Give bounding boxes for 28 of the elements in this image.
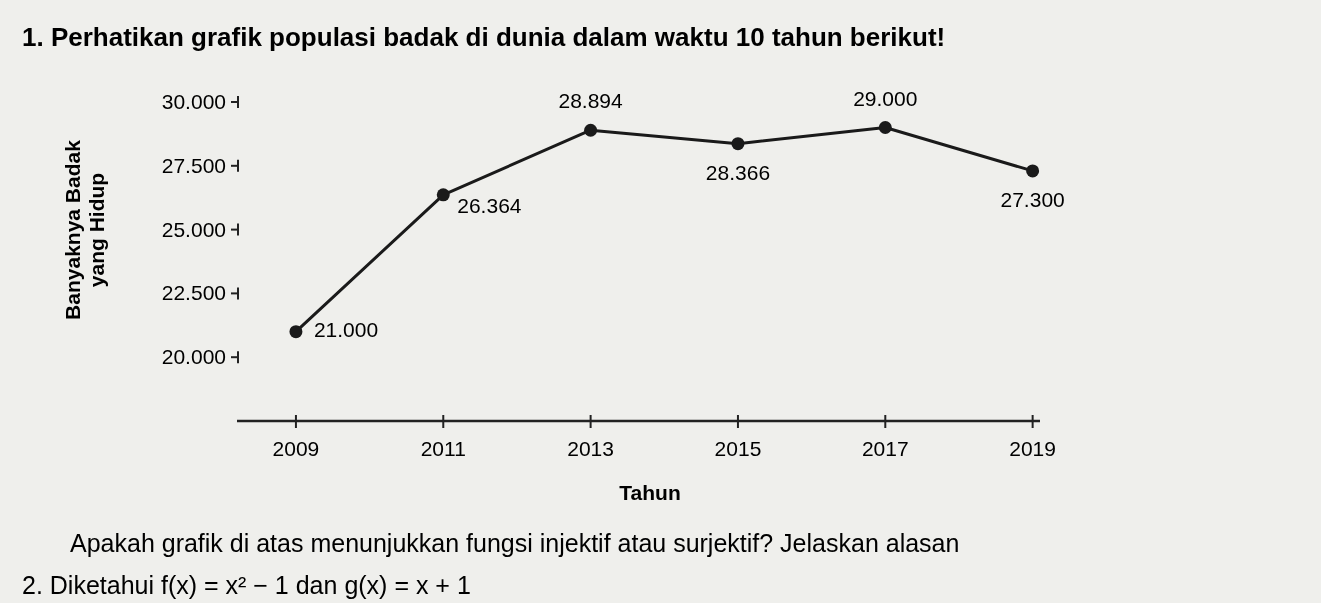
data-label: 21.000 [313, 317, 379, 341]
text: 2. Diketahui f(x) = x² − 1 dan g(x) = x + 1 [22, 571, 471, 599]
x-tick-label: 2009 [272, 437, 320, 460]
data-label: 28.894 [558, 89, 624, 113]
x-tick-label: 2017 [861, 437, 909, 460]
y-axis-title: Banyaknya Badak yang Hidup [61, 139, 108, 320]
x-tick-label: 2011 [420, 437, 466, 460]
point [878, 121, 892, 135]
data-label: 27.300 [1000, 187, 1065, 211]
x-tick-label: 2019 [1009, 437, 1056, 460]
point [584, 123, 598, 137]
y-tick-label: 20.000 [161, 345, 226, 369]
point [436, 188, 450, 202]
data-label: 28.366 [705, 160, 771, 184]
text: Apakah grafik di atas menunjukkan fungsi injektif atau surjektif? Jelaskan alasan [70, 529, 960, 557]
x-tick-label: 2015 [714, 437, 762, 460]
y-tick-label: 22.500 [161, 281, 226, 305]
chart-title: 1. Perhatikan grafik populasi badak di dunia dalam waktu 10 tahun berikut! [22, 22, 946, 52]
point [289, 325, 303, 339]
point [1026, 164, 1040, 178]
y-tick-label: 25.000 [161, 217, 226, 241]
x-tick-label: 2013 [567, 437, 614, 460]
point [731, 137, 745, 151]
y-tick-label: 30.000 [161, 90, 226, 113]
data-label: 29.000 [853, 86, 918, 110]
y-tick-label: 27.500 [161, 153, 226, 177]
data-label: 26.364 [457, 193, 522, 217]
x-axis-title: Tahun [619, 481, 681, 504]
